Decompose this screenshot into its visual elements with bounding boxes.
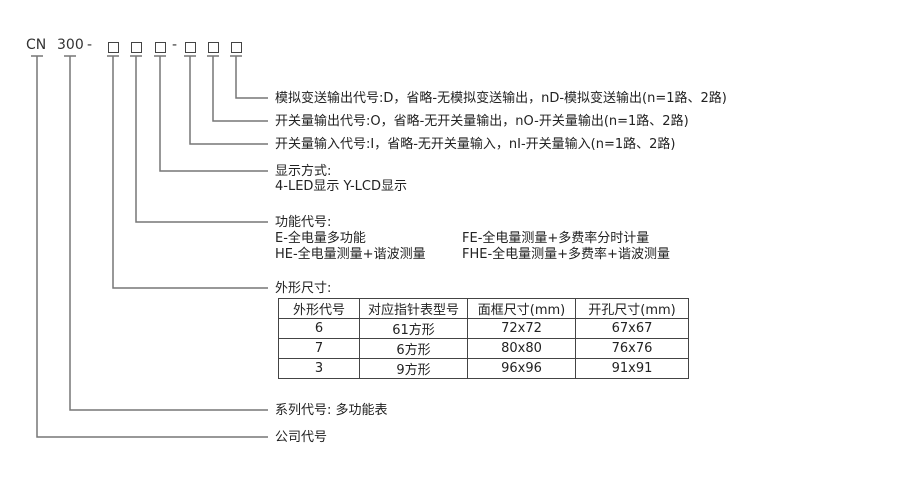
placeholder-box-display — [155, 42, 166, 53]
table-cell: 3 — [278, 358, 360, 379]
table-cell: 80x80 — [467, 338, 576, 359]
table-cell: 7 — [278, 338, 360, 359]
connector-function — [130, 55, 268, 223]
connector-series — [64, 55, 268, 411]
code-prefix: CN — [26, 37, 47, 53]
size-title: 外形尺寸: — [275, 281, 332, 296]
table-cell: 72x72 — [467, 318, 576, 339]
connector-company — [31, 55, 268, 438]
code-dash-2: - — [172, 37, 178, 53]
table-row: 6 61方形 72x72 67x67 — [278, 318, 689, 339]
table-header-row: 外形代号 对应指针表型号 面框尺寸(mm) 开孔尺寸(mm) — [278, 298, 689, 319]
table-cell: 6 — [278, 318, 360, 339]
company-label: 公司代号 — [275, 430, 328, 445]
size-table: 外形代号 对应指针表型号 面框尺寸(mm) 开孔尺寸(mm) 6 61方形 72… — [278, 298, 689, 379]
display-title: 显示方式: — [275, 164, 332, 179]
placeholder-box-switch-output — [208, 42, 219, 53]
series-label: 系列代号: 多功能表 — [275, 403, 388, 418]
table-cell: 67x67 — [575, 318, 689, 339]
switch-output-label: 开关量输出代号:O，省略-无开关量输出，nO-开关量输出(n=1路、2路) — [275, 114, 689, 129]
placeholder-box-function — [131, 42, 142, 53]
table-row: 7 6方形 80x80 76x76 — [278, 338, 689, 359]
connector-size — [107, 55, 268, 289]
table-cell: 6方形 — [359, 338, 468, 359]
table-cell: 91x91 — [575, 358, 689, 379]
connector-display — [154, 55, 268, 172]
function-item: HE-全电量测量+谐波测量 — [275, 247, 426, 262]
placeholder-box-analog-output — [231, 42, 242, 53]
function-item: FHE-全电量测量+多费率+谐波测量 — [462, 247, 670, 262]
table-cell: 96x96 — [467, 358, 576, 379]
connector-switch-input — [184, 55, 268, 145]
table-header: 面框尺寸(mm) — [467, 298, 576, 319]
placeholder-box-switch-input — [185, 42, 196, 53]
code-series: 300 — [57, 37, 84, 53]
table-cell: 61方形 — [359, 318, 468, 339]
code-dash: - — [87, 37, 93, 53]
table-header: 开孔尺寸(mm) — [575, 298, 689, 319]
table-header: 外形代号 — [278, 298, 360, 319]
display-desc: 4-LED显示 Y-LCD显示 — [275, 179, 407, 194]
function-item: E-全电量多功能 — [275, 231, 366, 246]
table-cell: 9方形 — [359, 358, 468, 379]
connector-analog — [230, 55, 268, 99]
function-title: 功能代号: — [275, 215, 332, 230]
table-header: 对应指针表型号 — [359, 298, 468, 319]
placeholder-box-size — [108, 42, 119, 53]
table-row: 3 9方形 96x96 91x91 — [278, 358, 689, 379]
connector-switch-output — [207, 55, 268, 122]
switch-input-label: 开关量输入代号:I，省略-无开关量输入，nI-开关量输入(n=1路、2路) — [275, 137, 676, 152]
function-item: FE-全电量测量+多费率分时计量 — [462, 231, 650, 246]
table-cell: 76x76 — [575, 338, 689, 359]
analog-output-label: 模拟变送输出代号:D，省略-无模拟变送输出，nD-模拟变送输出(n=1路、2路) — [275, 91, 727, 106]
